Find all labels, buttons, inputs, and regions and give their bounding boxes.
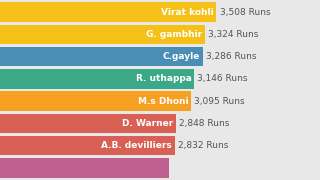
Bar bbox=[0, 69, 194, 89]
Bar bbox=[0, 47, 203, 66]
Bar bbox=[0, 114, 176, 133]
Text: 3,324 Runs: 3,324 Runs bbox=[208, 30, 259, 39]
Text: M.s Dhoni: M.s Dhoni bbox=[138, 97, 188, 106]
Text: 2,832 Runs: 2,832 Runs bbox=[178, 141, 228, 150]
Text: C.gayle: C.gayle bbox=[163, 52, 200, 61]
Text: R. uthappa: R. uthappa bbox=[136, 74, 191, 83]
Bar bbox=[0, 91, 191, 111]
Bar bbox=[0, 158, 170, 177]
Text: Virat kohli: Virat kohli bbox=[161, 8, 214, 17]
Text: 3,146 Runs: 3,146 Runs bbox=[197, 74, 248, 83]
Bar bbox=[0, 3, 216, 22]
Bar bbox=[0, 25, 205, 44]
Text: 3,508 Runs: 3,508 Runs bbox=[220, 8, 270, 17]
Text: 3,095 Runs: 3,095 Runs bbox=[194, 97, 245, 106]
Bar bbox=[0, 136, 174, 155]
Text: D. Warner: D. Warner bbox=[122, 119, 173, 128]
Text: 3,286 Runs: 3,286 Runs bbox=[206, 52, 256, 61]
Text: 2,848 Runs: 2,848 Runs bbox=[179, 119, 229, 128]
Text: G. gambhir: G. gambhir bbox=[146, 30, 203, 39]
Text: A.B. devilliers: A.B. devilliers bbox=[101, 141, 172, 150]
